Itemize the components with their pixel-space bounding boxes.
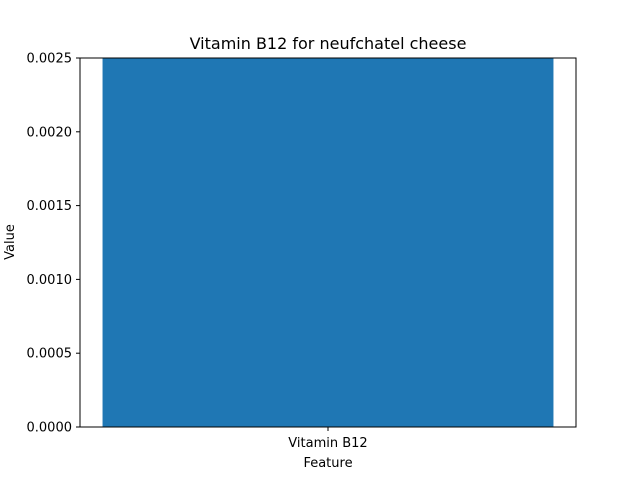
plot-frame (79, 57, 577, 428)
chart-title: Vitamin B12 for neufchatel cheese (190, 34, 467, 53)
x-tick-label: Vitamin B12 (288, 436, 367, 451)
y-tick-label: 0.0000 (27, 421, 73, 436)
y-tick-label: 0.0005 (27, 347, 73, 362)
y-tick-label: 0.0015 (27, 199, 73, 214)
x-axis-title: Feature (303, 456, 352, 471)
x-axis: Vitamin B12 (288, 427, 368, 451)
y-axis-title: Value (3, 224, 18, 260)
y-tick-label: 0.0010 (27, 273, 73, 288)
y-axis: 0.0000 0.0005 0.0010 0.0015 0.0020 0.0025 (27, 52, 80, 436)
y-tick-label: 0.0025 (27, 52, 73, 67)
bar-vitamin-b12 (102, 58, 554, 427)
y-tick-label: 0.0020 (27, 125, 73, 140)
bars-layer (102, 58, 554, 427)
